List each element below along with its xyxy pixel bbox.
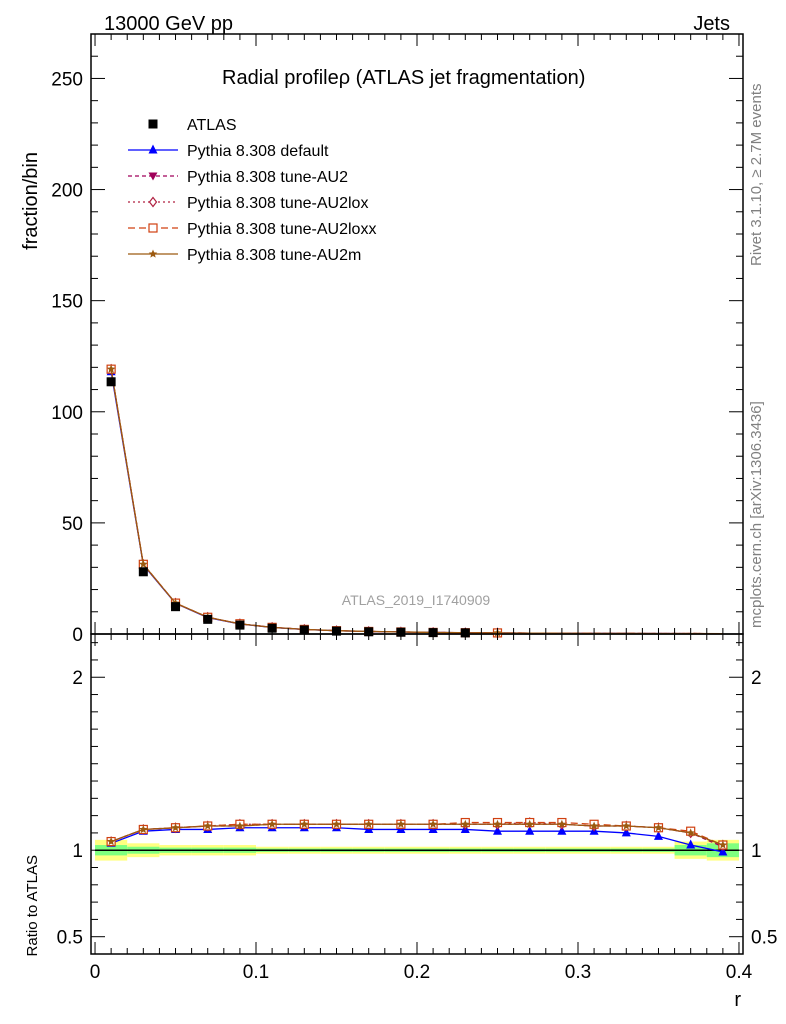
x-tick-label: 0.2 (404, 962, 430, 983)
ratio-series-point (525, 819, 534, 828)
chart-title: Radial profileρ (ATLAS jet fragmentation… (222, 67, 585, 89)
legend-marker (148, 172, 158, 181)
ratio-uncertainty-band (95, 839, 739, 861)
data-point (203, 614, 213, 624)
ratio-series-point (461, 819, 470, 828)
rivet-version-label: Rivet 3.1.10, ≥ 2.7M events (748, 84, 765, 267)
ratio-series-point (300, 819, 309, 828)
ratio-series-point (139, 824, 148, 834)
ratio-series-point (267, 819, 277, 828)
legend-marker (148, 119, 158, 129)
legend-label: Pythia 8.308 tune-AU2lox (187, 195, 368, 212)
legend-label: Pythia 8.308 tune-AU2 (187, 169, 348, 186)
ratio-y-axis-label: Ratio to ATLAS (24, 855, 41, 956)
x-tick-label: 0.4 (726, 962, 753, 983)
series-point (106, 364, 116, 373)
ratio-series-point (203, 821, 212, 830)
analysis-label: ATLAS_2019_I1740909 (342, 592, 491, 608)
legend-marker (148, 249, 158, 258)
legend-marker (148, 223, 158, 233)
ratio-tick-label-right: 2 (751, 668, 762, 689)
legend-label: ATLAS (187, 117, 237, 134)
legend-entry: Pythia 8.308 tune-AU2loxx (128, 221, 376, 238)
legend-marker (148, 144, 158, 154)
ratio-tick-label: 0.5 (57, 928, 83, 949)
ratio-series-point (653, 830, 663, 840)
y-axis-label: fraction/bin (20, 152, 42, 250)
legend-label: Pythia 8.308 default (187, 143, 329, 160)
ratio-panel: 0 0.1 0.2 0.3 0.4 0.5 0.5 1 1 2 2 (57, 633, 777, 983)
header-left-label: 13000 GeV pp (104, 13, 233, 35)
y-tick-label: 150 (51, 292, 83, 313)
legend-label: Pythia 8.308 tune-AU2loxx (187, 221, 376, 238)
y-tick-label: 0 (72, 625, 83, 646)
ratio-series-point (235, 821, 245, 830)
ratio-series-point (654, 823, 663, 832)
ratio-data-layer (106, 817, 728, 856)
y-tick-label: 100 (51, 403, 83, 424)
legend-entry: Pythia 8.308 tune-AU2m (128, 247, 361, 264)
y-tick-label: 50 (62, 514, 83, 535)
ratio-tick-label: 1 (72, 841, 83, 862)
ratio-series-point (622, 821, 631, 830)
ratio-axis-ticks: 0 0.1 0.2 0.3 0.4 0.5 0.5 1 1 2 2 (57, 634, 777, 983)
ratio-series-point (525, 825, 535, 835)
ratio-series-line (110, 823, 724, 846)
header-right-label: Jets (693, 13, 730, 35)
legend-entry: Pythia 8.308 tune-AU2 (128, 169, 348, 186)
ratio-series-point (428, 819, 438, 828)
x-tick-label: 0 (90, 962, 101, 983)
ratio-series-point (492, 825, 502, 835)
ratio-series-point (171, 823, 180, 832)
y-tick-label: 200 (51, 181, 83, 202)
legend-entry: Pythia 8.308 default (128, 143, 329, 160)
data-point (106, 377, 116, 387)
legend-label: Pythia 8.308 tune-AU2m (187, 247, 361, 264)
ratio-tick-label-right: 0.5 (751, 928, 777, 949)
legend-entry-data: ATLAS (148, 117, 237, 134)
ratio-series-line (110, 827, 724, 853)
legend-entry: Pythia 8.308 tune-AU2lox (128, 195, 368, 212)
data-point (138, 567, 148, 577)
legend-marker (148, 196, 158, 208)
ratio-series-point (364, 819, 373, 828)
x-tick-label: 0.3 (565, 962, 591, 983)
ratio-series-point (686, 828, 695, 837)
ratio-series-line (110, 823, 724, 848)
ratio-series-point (621, 827, 631, 837)
y-tick-label: 250 (51, 69, 83, 90)
ratio-series-point (106, 837, 116, 846)
ratio-series-point (718, 840, 728, 849)
legend: ATLAS Pythia 8.308 default Pythia 8.308 tu… (128, 117, 376, 264)
mcplots-label: mcplots.cern.ch [arXiv:1306.3436] (748, 401, 765, 628)
ratio-series-point (557, 825, 567, 835)
data-point (171, 602, 181, 612)
ratio-series-point (589, 821, 599, 830)
series-point (139, 559, 148, 568)
ratio-panel-frame (90, 633, 744, 955)
x-axis-label: r (734, 989, 741, 1011)
data-point (235, 620, 245, 630)
ratio-series-point (396, 819, 406, 828)
ratio-series-point (332, 819, 341, 828)
x-tick-label: 0.1 (243, 962, 269, 983)
main-axis-ticks: 0 50 100 150 200 250 (51, 33, 743, 646)
ratio-series-point (686, 839, 696, 849)
ratio-tick-label: 2 (72, 668, 83, 689)
ratio-series-point (493, 819, 502, 828)
ratio-series-point (557, 819, 567, 828)
ratio-tick-label-right: 1 (751, 841, 762, 862)
